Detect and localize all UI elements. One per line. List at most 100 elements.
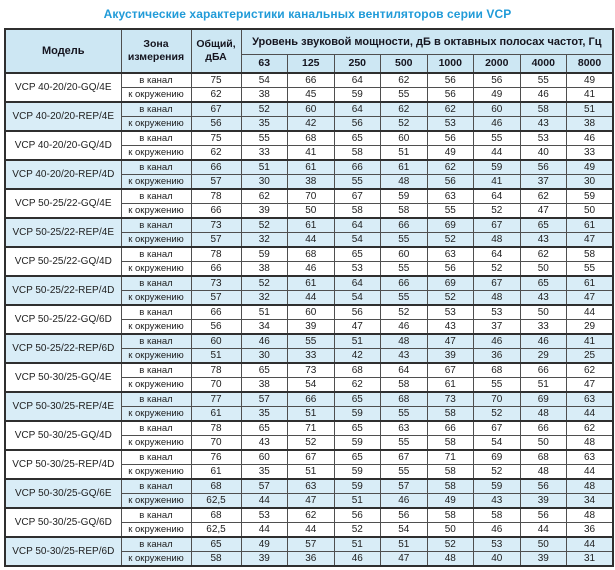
zone-cell: в канал (120, 304, 192, 320)
column-header-octave-bands: Уровень звуковой мощности, дБ в октавных… (240, 28, 614, 55)
column-header-total-dba: Общий, дБА (190, 28, 242, 74)
total-dba-cell: 62 (190, 145, 242, 161)
octave-value-cell: 46 (380, 493, 428, 509)
octave-value-cell: 55 (380, 87, 428, 103)
octave-value-cell: 65 (333, 449, 381, 465)
octave-value-cell: 48 (566, 507, 614, 523)
octave-value-cell: 40 (519, 145, 567, 161)
octave-value-cell: 50 (519, 304, 567, 320)
table-row: к окружению 62,5 44 44 52 54 50 46 44 36 (5, 522, 614, 538)
octave-value-cell: 38 (240, 377, 288, 393)
table-row: к окружению 61 35 51 59 55 58 52 48 44 (5, 464, 614, 480)
octave-value-cell: 58 (333, 203, 381, 219)
octave-value-cell: 48 (519, 464, 567, 480)
octave-value-cell: 43 (426, 319, 474, 335)
octave-value-cell: 46 (333, 551, 381, 567)
octave-value-cell: 58 (333, 145, 381, 161)
octave-value-cell: 34 (240, 319, 288, 335)
octave-value-cell: 44 (566, 406, 614, 422)
zone-cell: в канал (120, 420, 192, 436)
octave-value-cell: 62 (287, 507, 335, 523)
octave-value-cell: 52 (380, 116, 428, 132)
zone-cell: в канал (120, 101, 192, 117)
zone-cell: к окружению (120, 464, 192, 480)
table-row: VCP 50-30/25-REP/4E в канал 77 57 66 65 68 73 70… (4, 391, 614, 422)
table-row: VCP 50-30/25-GQ/4E в канал 78 65 73 68 64 67 68 6… (4, 362, 614, 393)
octave-value-cell: 62 (566, 362, 614, 378)
octave-value-cell: 52 (426, 536, 474, 552)
octave-value-cell: 66 (380, 275, 428, 291)
octave-value-cell: 58 (426, 406, 474, 422)
octave-value-cell: 47 (380, 551, 428, 567)
octave-value-cell: 46 (287, 261, 335, 277)
octave-value-cell: 44 (240, 522, 288, 538)
octave-value-cell: 55 (380, 261, 428, 277)
octave-value-cell: 58 (380, 203, 428, 219)
octave-value-cell: 58 (426, 478, 474, 494)
octave-value-cell: 54 (287, 377, 335, 393)
octave-value-cell: 47 (566, 290, 614, 306)
total-dba-cell: 66 (190, 304, 242, 320)
total-dba-cell: 66 (190, 159, 242, 175)
octave-value-cell: 55 (287, 333, 335, 349)
octave-value-cell: 56 (426, 87, 474, 103)
octave-value-cell: 46 (566, 130, 614, 146)
total-dba-cell: 75 (190, 130, 242, 146)
octave-value-cell: 54 (473, 435, 521, 451)
octave-value-cell: 59 (566, 188, 614, 204)
octave-value-cell: 52 (240, 275, 288, 291)
octave-value-cell: 48 (566, 435, 614, 451)
octave-value-cell: 53 (333, 261, 381, 277)
total-dba-cell: 57 (190, 174, 242, 190)
octave-value-cell: 52 (240, 101, 288, 117)
octave-value-cell: 61 (566, 275, 614, 291)
table-row: к окружению 62 33 41 58 51 49 44 40 33 (5, 145, 614, 161)
octave-value-cell: 44 (287, 522, 335, 538)
octave-value-cell: 62 (333, 377, 381, 393)
octave-value-cell: 66 (380, 217, 428, 233)
total-dba-cell: 78 (190, 420, 242, 436)
octave-value-cell: 33 (240, 145, 288, 161)
model-cell: VCP 50-25/22-GQ/6D (4, 304, 122, 335)
octave-value-cell: 64 (380, 362, 428, 378)
octave-value-cell: 29 (566, 319, 614, 335)
total-dba-cell: 78 (190, 188, 242, 204)
octave-value-cell: 68 (473, 362, 521, 378)
octave-value-cell: 55 (426, 203, 474, 219)
octave-value-cell: 64 (473, 188, 521, 204)
table-row: VCP 40-20/20-REP/4E в канал 67 52 60 64 62 62 60… (4, 101, 614, 132)
octave-value-cell: 68 (287, 246, 335, 262)
total-dba-cell: 77 (190, 391, 242, 407)
octave-value-cell: 32 (240, 232, 288, 248)
octave-value-cell: 50 (287, 203, 335, 219)
octave-value-cell: 48 (473, 232, 521, 248)
total-dba-cell: 61 (190, 406, 242, 422)
octave-value-cell: 51 (287, 464, 335, 480)
octave-value-cell: 71 (287, 420, 335, 436)
table-row: к окружению 51 30 33 42 43 39 36 29 25 (5, 348, 614, 364)
octave-value-cell: 37 (473, 319, 521, 335)
octave-value-cell: 65 (519, 217, 567, 233)
column-header-freq-8000: 8000 (566, 53, 614, 74)
octave-value-cell: 46 (473, 116, 521, 132)
table-row: VCP 50-25/22-REP/4E в канал 73 52 61 64 66 69 67… (4, 217, 614, 248)
octave-value-cell: 45 (287, 87, 335, 103)
octave-value-cell: 49 (473, 87, 521, 103)
octave-value-cell: 53 (426, 116, 474, 132)
octave-value-cell: 64 (333, 217, 381, 233)
octave-value-cell: 44 (566, 464, 614, 480)
octave-value-cell: 39 (426, 348, 474, 364)
table-row: VCP 50-25/22-REP/6D в канал 60 46 55 51 48 47 46… (4, 333, 614, 364)
octave-value-cell: 53 (519, 130, 567, 146)
column-header-freq-250: 250 (333, 53, 381, 74)
octave-value-cell: 55 (380, 406, 428, 422)
octave-value-cell: 73 (426, 391, 474, 407)
octave-value-cell: 41 (566, 87, 614, 103)
octave-value-cell: 36 (473, 348, 521, 364)
octave-value-cell: 68 (380, 391, 428, 407)
page-title: Акустические характеристики канальных ве… (103, 7, 512, 21)
octave-value-cell: 65 (240, 420, 288, 436)
octave-value-cell: 48 (380, 174, 428, 190)
model-cell: VCP 40-20/20-REP/4D (4, 159, 122, 190)
octave-value-cell: 65 (240, 362, 288, 378)
